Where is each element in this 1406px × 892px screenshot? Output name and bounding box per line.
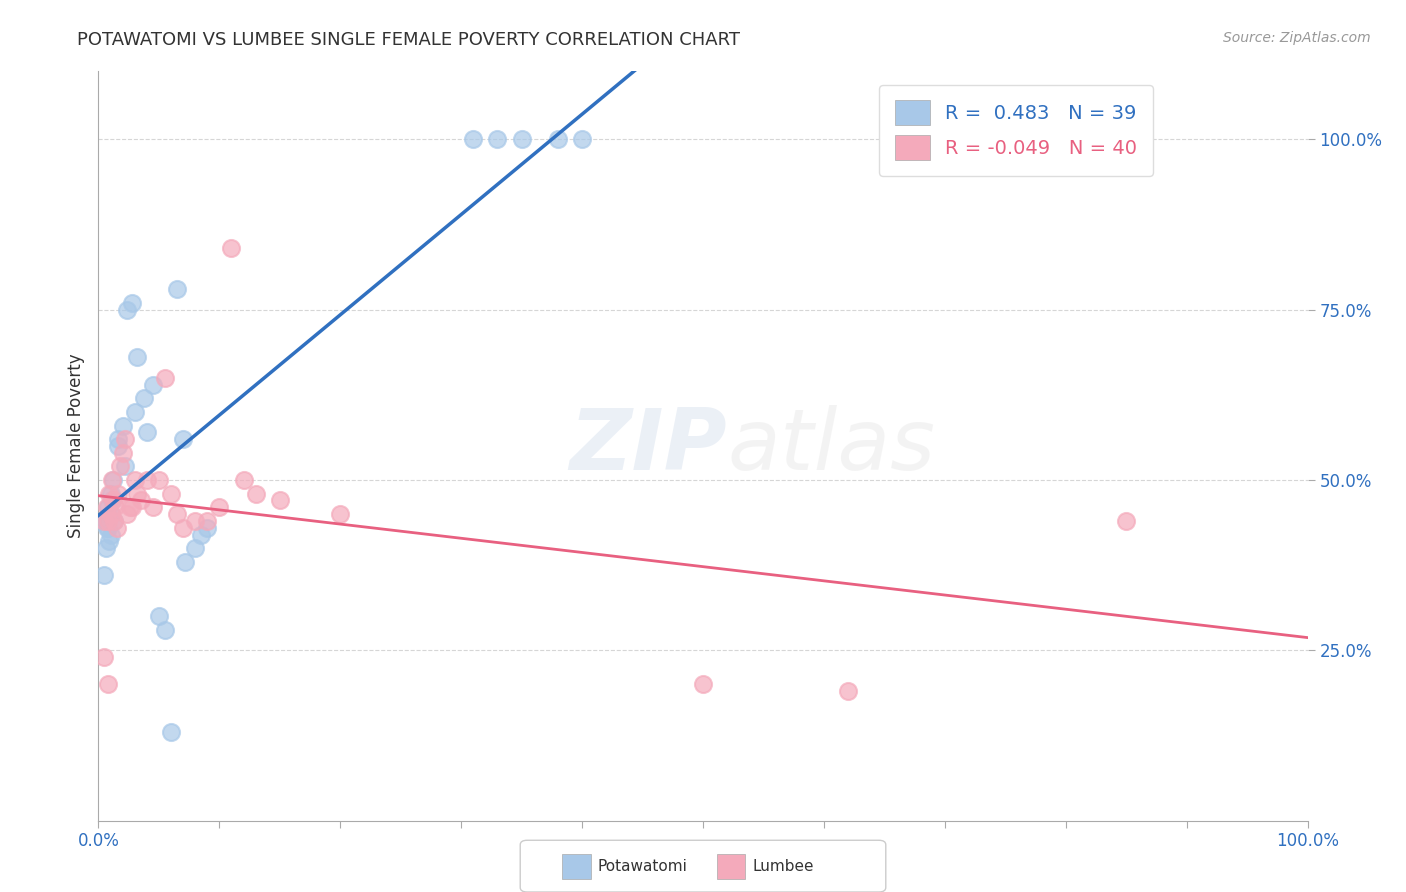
Point [96, 500, 118, 515]
Point [172, 521, 194, 535]
Point [104, 500, 127, 515]
Point [160, 725, 183, 739]
Text: POTAWATOMI VS LUMBEE SINGLE FEMALE POVERTY CORRELATION CHART: POTAWATOMI VS LUMBEE SINGLE FEMALE POVER… [77, 31, 741, 49]
Point [134, 392, 156, 406]
Point [105, 521, 128, 535]
Point [190, 527, 212, 541]
Point [117, 302, 139, 317]
Text: Lumbee: Lumbee [752, 859, 814, 873]
Point [97, 500, 120, 515]
Point [692, 677, 714, 691]
Point [124, 473, 146, 487]
Point [329, 507, 352, 521]
Point [111, 446, 134, 460]
Point [108, 459, 131, 474]
Point [547, 132, 569, 146]
Point [100, 507, 122, 521]
Point [114, 432, 136, 446]
Point [100, 493, 122, 508]
Y-axis label: Single Female Poverty: Single Female Poverty [66, 354, 84, 538]
Point [100, 507, 122, 521]
Point [837, 684, 859, 698]
Legend: R =  0.483   N = 39, R = -0.049   N = 40: R = 0.483 N = 39, R = -0.049 N = 40 [879, 85, 1153, 176]
Point [232, 473, 254, 487]
Point [510, 132, 533, 146]
Point [103, 514, 125, 528]
Point [142, 377, 165, 392]
Point [174, 555, 197, 569]
Point [184, 514, 207, 528]
Point [101, 473, 124, 487]
Point [571, 132, 593, 146]
Point [93, 514, 115, 528]
Point [195, 521, 218, 535]
Text: atlas: atlas [727, 404, 935, 488]
Point [97, 677, 120, 691]
Point [93, 514, 115, 528]
Point [117, 507, 139, 521]
Point [221, 242, 243, 256]
Point [111, 418, 134, 433]
Point [100, 486, 122, 500]
Point [166, 507, 188, 521]
Point [107, 439, 129, 453]
Point [100, 473, 122, 487]
Point [96, 514, 118, 528]
Point [245, 486, 267, 500]
Point [208, 500, 231, 515]
Point [101, 493, 124, 508]
Point [121, 296, 143, 310]
Point [135, 473, 157, 487]
Point [98, 534, 121, 549]
Point [127, 351, 149, 365]
Point [184, 541, 207, 556]
Text: ZIP: ZIP [569, 404, 727, 488]
Point [463, 132, 485, 146]
Point [97, 514, 120, 528]
Point [142, 500, 165, 515]
Point [148, 609, 170, 624]
Point [166, 282, 188, 296]
Point [129, 493, 152, 508]
Point [94, 541, 117, 556]
Point [114, 459, 136, 474]
Point [124, 405, 146, 419]
Text: Potawatomi: Potawatomi [598, 859, 688, 873]
Point [97, 521, 120, 535]
Point [100, 527, 122, 541]
Point [269, 493, 291, 508]
Point [103, 514, 125, 528]
Text: Source: ZipAtlas.com: Source: ZipAtlas.com [1223, 31, 1371, 45]
Point [107, 432, 129, 446]
Point [1115, 514, 1137, 528]
Point [486, 132, 509, 146]
Point [148, 473, 170, 487]
Point [195, 514, 218, 528]
Point [98, 486, 121, 500]
Point [153, 371, 176, 385]
Point [118, 500, 141, 515]
Point [135, 425, 157, 440]
Point [172, 432, 194, 446]
Point [121, 500, 143, 515]
Point [93, 568, 115, 582]
Point [127, 486, 149, 500]
Point [93, 650, 115, 665]
Point [107, 486, 129, 500]
Point [96, 521, 118, 535]
Point [153, 623, 176, 637]
Point [160, 486, 183, 500]
